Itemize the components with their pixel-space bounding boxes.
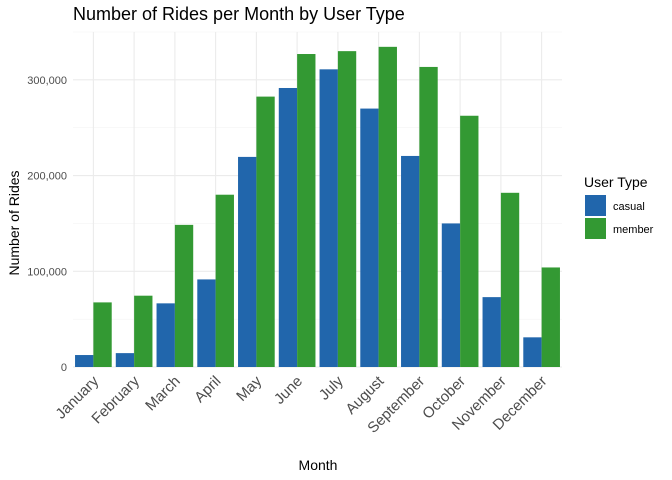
y-tick-label: 0 bbox=[61, 362, 67, 374]
bar-casual-august bbox=[360, 108, 379, 368]
chart-title: Number of Rides per Month by User Type bbox=[73, 4, 405, 24]
bar-casual-november bbox=[482, 297, 501, 367]
x-tick-label: April bbox=[191, 373, 224, 406]
bar-member-august bbox=[378, 46, 397, 367]
legend-swatch-member bbox=[585, 218, 606, 239]
legend-swatch-casual bbox=[585, 195, 606, 216]
bar-member-may bbox=[256, 96, 275, 367]
bar-member-march bbox=[174, 224, 194, 367]
bar-casual-july bbox=[319, 69, 338, 367]
bar-member-april bbox=[215, 194, 234, 367]
x-tick-label: July bbox=[316, 372, 347, 403]
bar-casual-march bbox=[156, 303, 175, 367]
bar-member-january bbox=[93, 302, 112, 367]
legend: User Type casual member bbox=[584, 174, 654, 239]
bar-member-october bbox=[460, 115, 479, 367]
bar-member-july bbox=[337, 51, 357, 368]
y-tick-label: 200,000 bbox=[27, 171, 67, 183]
bar-casual-december bbox=[523, 337, 542, 367]
x-tick-label: March bbox=[142, 373, 183, 414]
legend-label-casual: casual bbox=[613, 201, 645, 213]
legend-label-member: member bbox=[613, 224, 654, 236]
y-axis-title: Number of Rides bbox=[6, 170, 22, 275]
bar-casual-february bbox=[115, 353, 135, 367]
bar-member-june bbox=[297, 54, 316, 368]
bar-member-september bbox=[419, 66, 438, 367]
bar-casual-april bbox=[197, 279, 216, 367]
bars-group bbox=[75, 46, 560, 368]
bar-casual-june bbox=[278, 87, 298, 367]
bar-member-december bbox=[541, 267, 560, 367]
bar-casual-september bbox=[401, 155, 420, 367]
y-tick-label: 300,000 bbox=[27, 75, 67, 87]
x-axis-title: Month bbox=[299, 457, 338, 473]
x-tick-label: June bbox=[271, 373, 306, 408]
x-tick-label: May bbox=[233, 372, 265, 404]
legend-title: User Type bbox=[584, 174, 648, 190]
legend-items: casual member bbox=[585, 195, 654, 239]
bar-casual-january bbox=[75, 355, 94, 367]
y-tick-label: 100,000 bbox=[27, 266, 67, 278]
bar-casual-may bbox=[238, 156, 257, 367]
bar-casual-october bbox=[441, 223, 461, 367]
y-axis-ticks: 0 100,000 200,000 300,000 bbox=[27, 75, 67, 374]
bar-member-november bbox=[500, 192, 520, 367]
bar-member-february bbox=[134, 295, 153, 367]
